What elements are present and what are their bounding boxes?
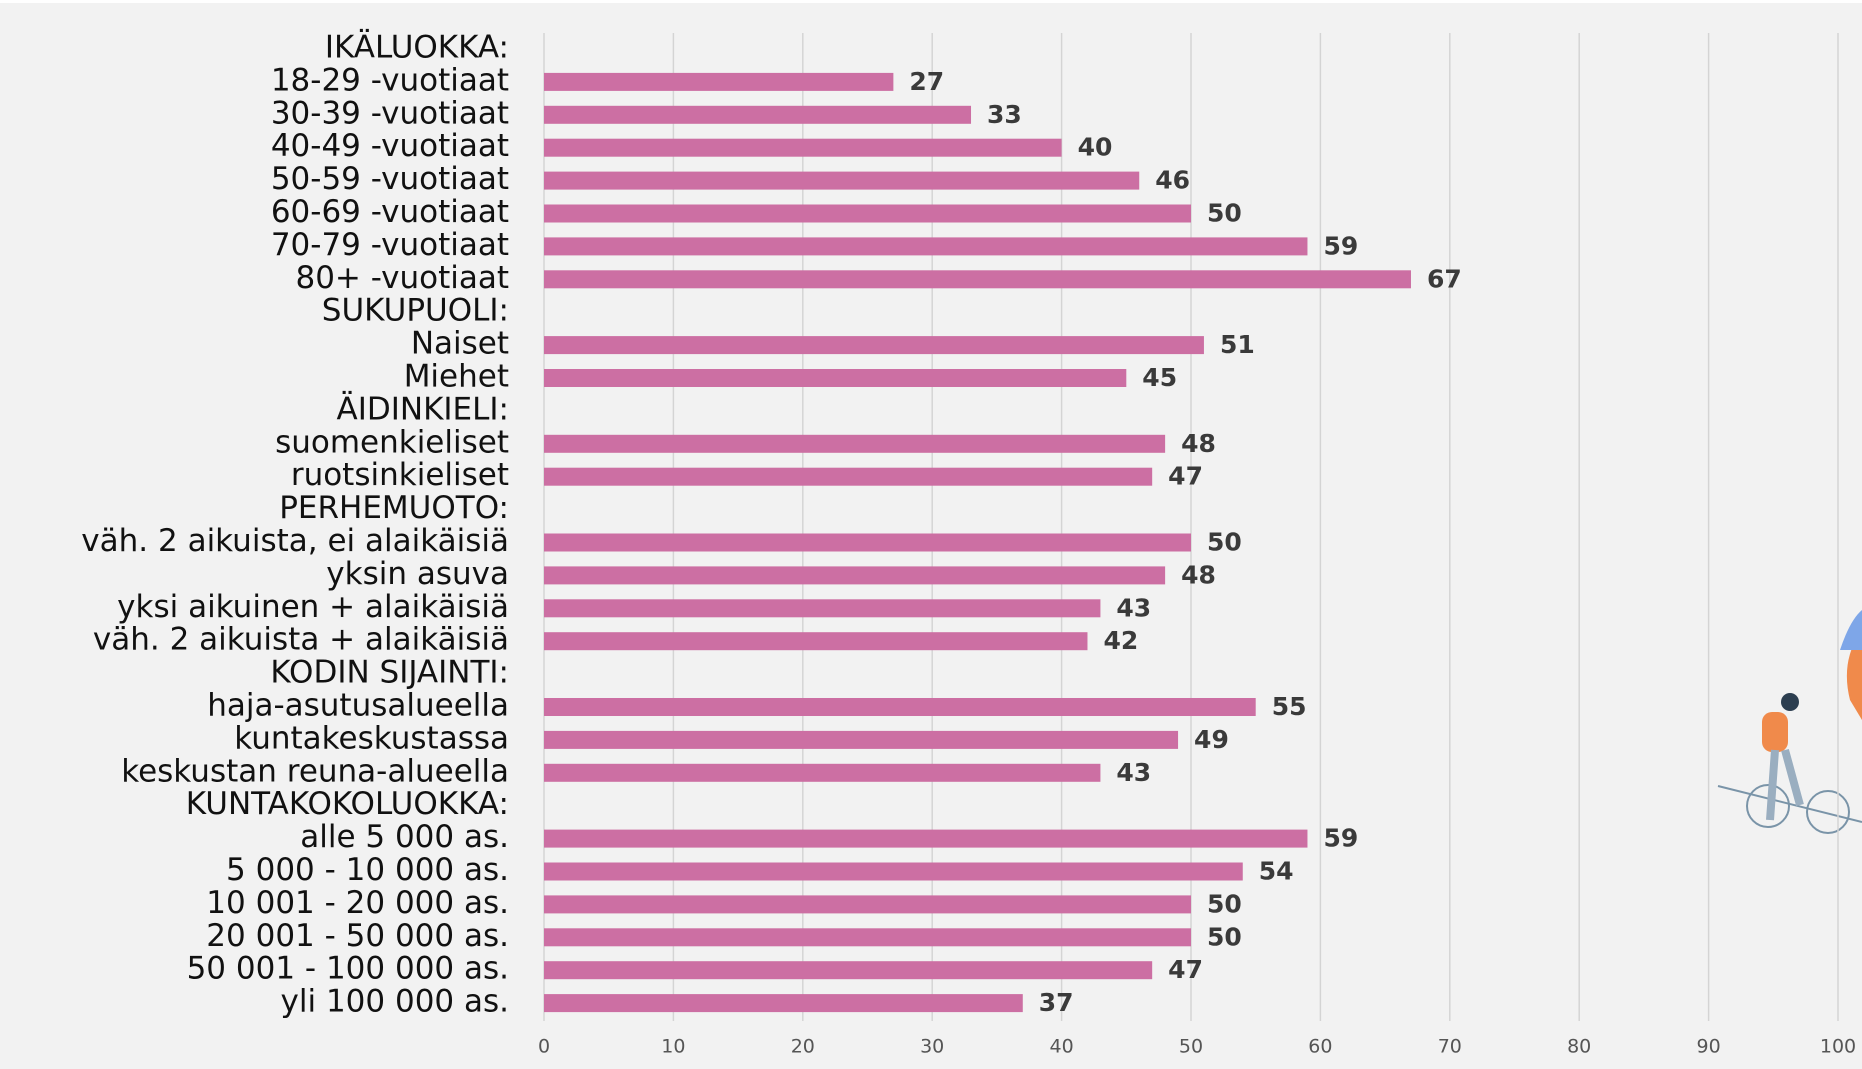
category-label: 60-69 -vuotiaat <box>271 194 509 230</box>
category-label: 18-29 -vuotiaat <box>271 62 509 98</box>
bar <box>544 467 1153 486</box>
value-label: 54 <box>1259 857 1294 886</box>
x-tick-label: 100 <box>1820 1036 1856 1058</box>
value-label: 48 <box>1181 429 1216 458</box>
category-label: yksi aikuinen + alaikäisiä <box>117 589 509 625</box>
x-tick-label: 20 <box>791 1036 815 1058</box>
bar <box>544 171 1140 190</box>
category-label: 10 001 - 20 000 as. <box>206 885 509 921</box>
category-label: Miehet <box>404 359 509 395</box>
category-label: 50-59 -vuotiaat <box>271 161 509 197</box>
category-label: yksin asuva <box>326 556 509 592</box>
value-label: 48 <box>1181 560 1216 589</box>
bar <box>544 829 1308 848</box>
bar <box>544 698 1256 716</box>
bar <box>544 961 1153 980</box>
category-label: 50 001 - 100 000 as. <box>187 951 509 987</box>
x-tick-label: 80 <box>1567 1036 1591 1058</box>
category-label: PERHEMUOTO: <box>279 490 509 526</box>
value-label: 42 <box>1103 626 1138 655</box>
bar <box>544 730 1179 749</box>
illustration <box>1717 610 1862 834</box>
category-label: ruotsinkieliset <box>291 457 509 493</box>
category-label: väh. 2 aikuista + alaikäisiä <box>93 622 509 658</box>
value-label: 33 <box>987 100 1022 129</box>
bar <box>544 72 894 91</box>
x-tick-label: 40 <box>1050 1036 1074 1058</box>
value-label: 50 <box>1207 528 1242 557</box>
value-label: 37 <box>1039 988 1074 1017</box>
bar <box>544 928 1191 947</box>
value-label: 59 <box>1323 824 1358 853</box>
value-label: 55 <box>1272 692 1307 721</box>
bar <box>544 204 1191 223</box>
category-label: SUKUPUOLI: <box>322 293 509 329</box>
bar <box>544 632 1088 651</box>
bar <box>544 237 1308 256</box>
category-label: 40-49 -vuotiaat <box>271 128 509 164</box>
bar <box>544 434 1166 453</box>
bar <box>544 369 1127 387</box>
category-label: 80+ -vuotiaat <box>295 260 509 296</box>
value-label: 50 <box>1207 889 1242 918</box>
bar <box>544 763 1101 782</box>
x-tick-label: 50 <box>1179 1036 1203 1058</box>
value-label: 43 <box>1116 758 1151 787</box>
category-label: haja-asutusalueella <box>207 688 509 724</box>
bar <box>544 138 1062 157</box>
value-label: 67 <box>1427 264 1462 293</box>
category-label: IKÄLUOKKA: <box>325 30 509 66</box>
x-tick-label: 60 <box>1308 1036 1332 1058</box>
category-label: 20 001 - 50 000 as. <box>206 918 509 954</box>
category-label: yli 100 000 as. <box>281 984 509 1020</box>
bar <box>544 994 1023 1013</box>
category-label: Naiset <box>411 326 509 362</box>
category-label: ÄIDINKIELI: <box>337 391 509 427</box>
top-strip <box>0 0 1862 3</box>
value-label: 47 <box>1168 462 1203 491</box>
value-label: 43 <box>1116 593 1151 622</box>
category-label: 30-39 -vuotiaat <box>271 95 509 131</box>
category-label: KODIN SIJAINTI: <box>270 655 509 691</box>
value-label: 40 <box>1078 133 1113 162</box>
x-tick-label: 30 <box>920 1036 944 1058</box>
value-label: 49 <box>1194 725 1229 754</box>
x-tick-label: 10 <box>661 1036 685 1058</box>
category-label: alle 5 000 as. <box>300 819 509 855</box>
bar <box>544 566 1166 585</box>
category-label: 5 000 - 10 000 as. <box>226 852 509 888</box>
bar <box>544 336 1204 355</box>
bar <box>544 270 1411 289</box>
category-label: kuntakeskustassa <box>234 720 509 756</box>
bar <box>544 862 1243 881</box>
bar <box>544 105 972 124</box>
value-label: 27 <box>909 67 944 96</box>
category-label: KUNTAKOKOLUOKKA: <box>186 786 509 822</box>
x-tick-label: 0 <box>538 1036 550 1058</box>
bar <box>544 895 1191 914</box>
value-label: 51 <box>1220 330 1255 359</box>
value-label: 59 <box>1323 231 1358 260</box>
bar <box>544 533 1191 552</box>
category-label: väh. 2 aikuista, ei alaikäisiä <box>81 523 509 559</box>
category-label: 70-79 -vuotiaat <box>271 227 509 263</box>
value-label: 50 <box>1207 199 1242 228</box>
category-label: suomenkieliset <box>275 424 509 460</box>
value-label: 47 <box>1168 955 1203 984</box>
x-tick-label: 70 <box>1438 1036 1462 1058</box>
x-tick-label: 90 <box>1697 1036 1721 1058</box>
category-label: keskustan reuna-alueella <box>121 753 509 789</box>
value-label: 46 <box>1155 166 1190 195</box>
value-label: 50 <box>1207 922 1242 951</box>
bar <box>544 599 1101 618</box>
value-label: 45 <box>1142 363 1177 392</box>
